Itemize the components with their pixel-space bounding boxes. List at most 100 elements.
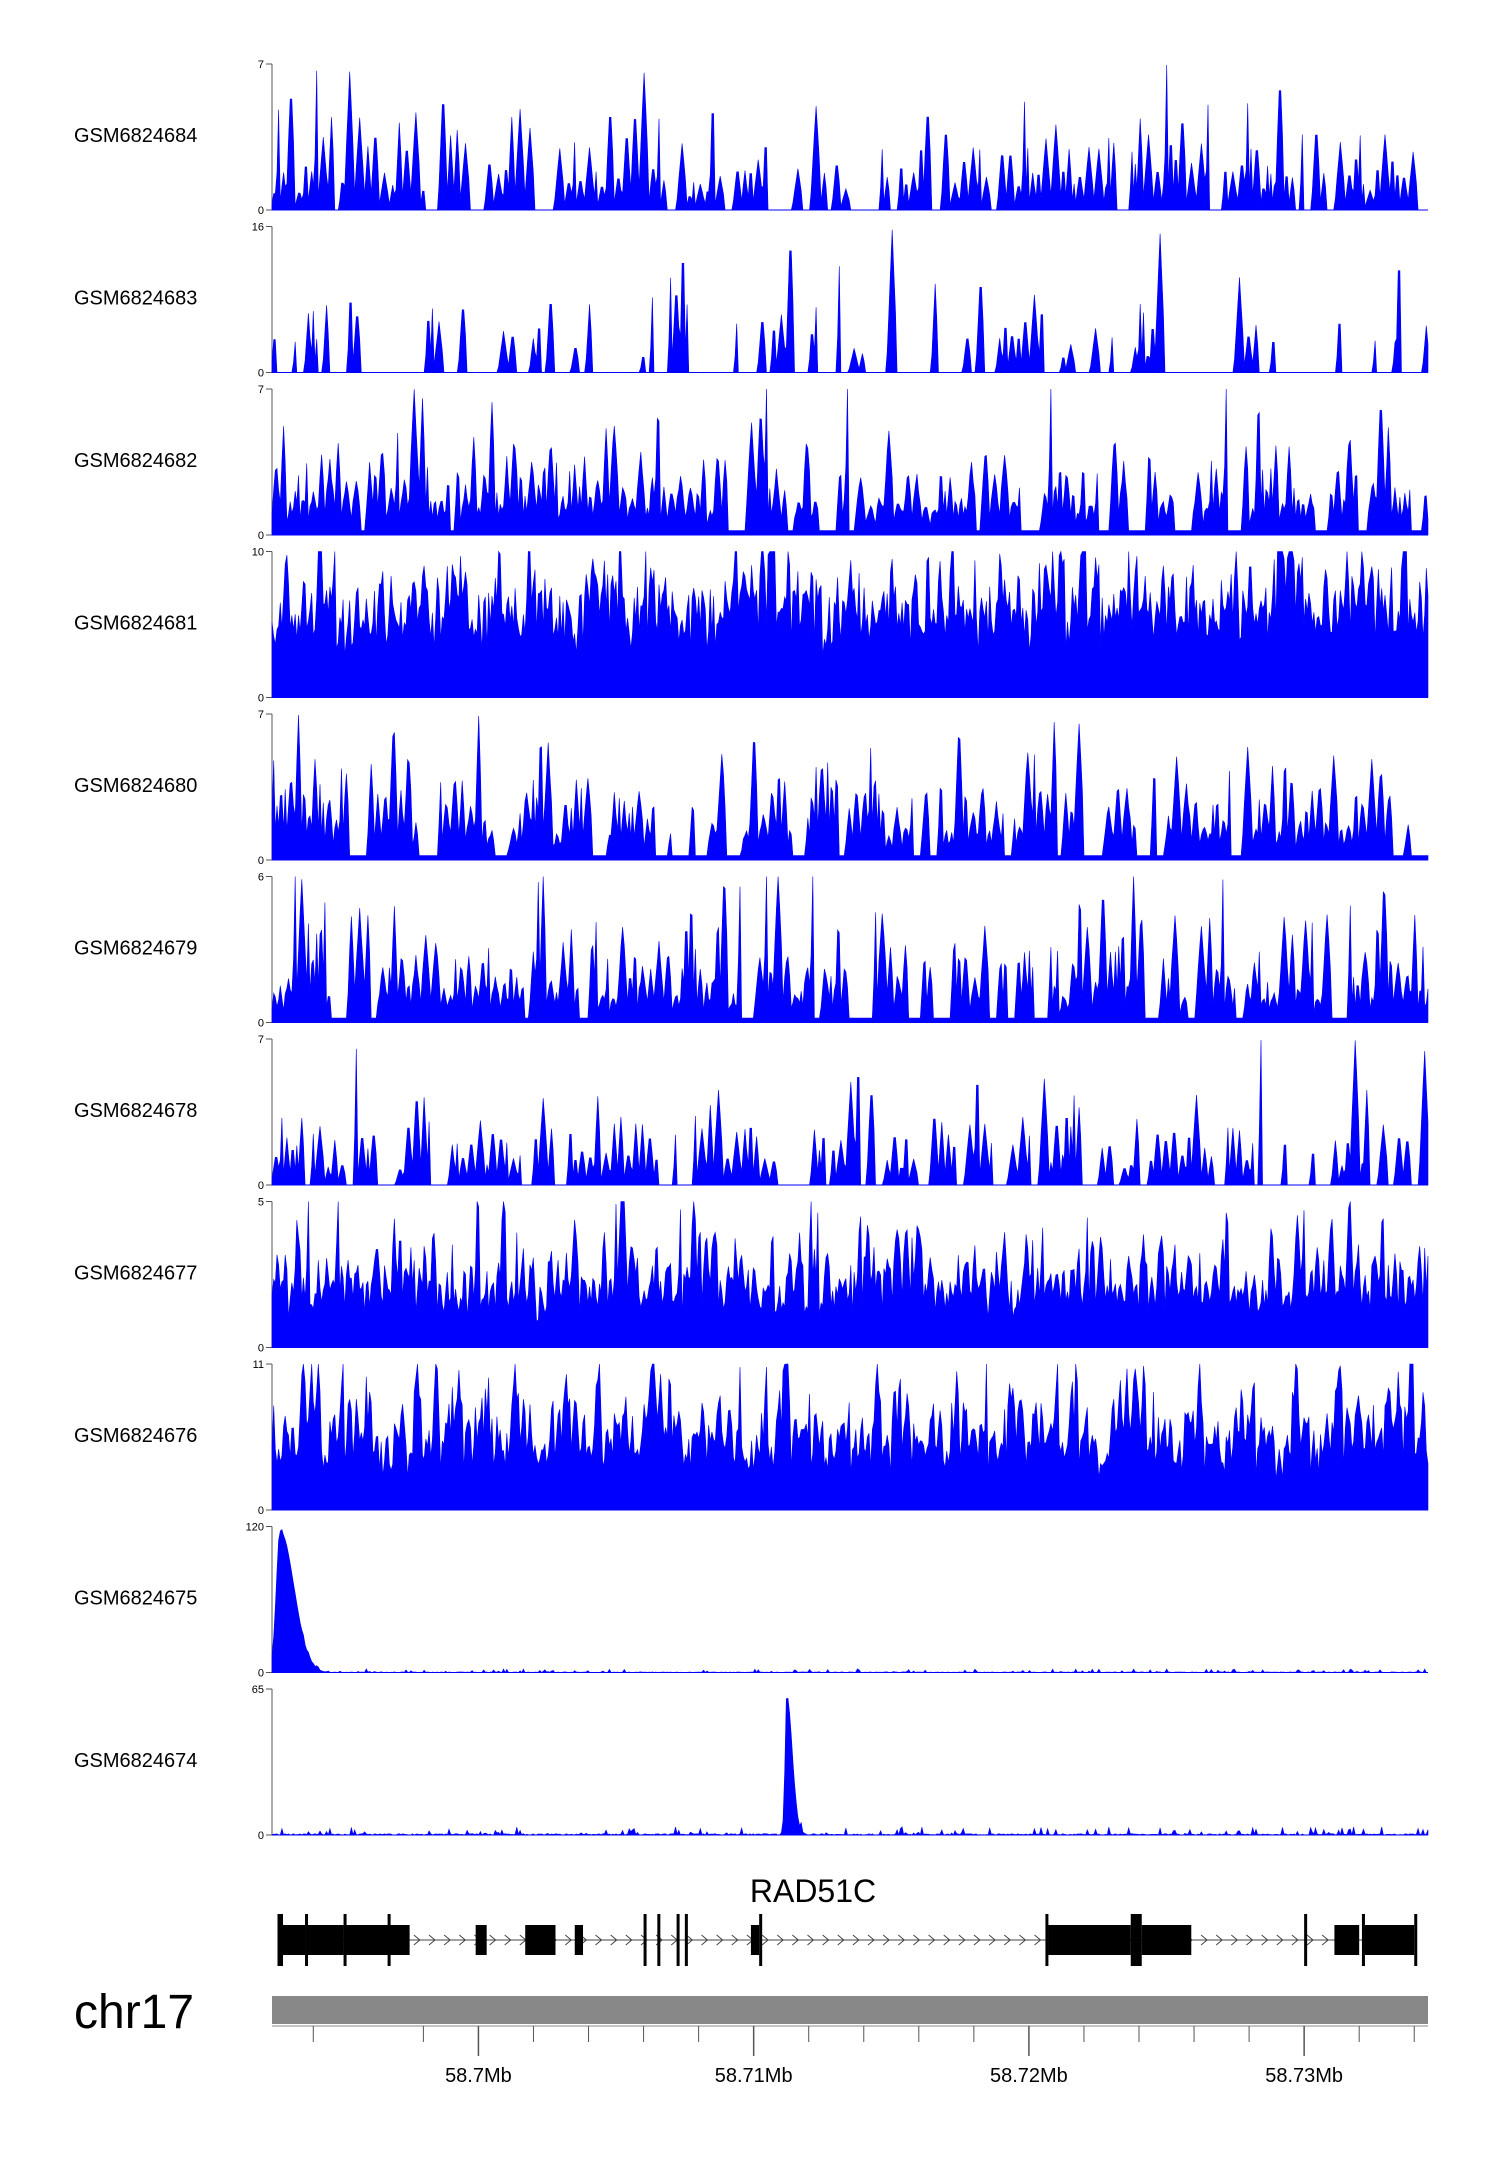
coverage-area bbox=[271, 1201, 1429, 1348]
exon-boundary bbox=[305, 1914, 309, 1966]
strand-arrow bbox=[1291, 1934, 1299, 1946]
coverage-tracks: GSM682468470GSM6824683160GSM682468270GSM… bbox=[74, 59, 1429, 1842]
coverage-area bbox=[271, 229, 1429, 373]
track-ymin-label: 0 bbox=[258, 693, 264, 705]
strand-arrow bbox=[928, 1934, 936, 1946]
exon-coding bbox=[475, 1925, 487, 1955]
track-label: GSM6824677 bbox=[74, 1263, 197, 1285]
strand-arrow bbox=[701, 1934, 709, 1946]
exon-coding bbox=[525, 1925, 556, 1955]
genomic-axis: 58.7Mb 58.71Mb 58.72Mb 58.73Mb bbox=[272, 2025, 1428, 2087]
strand-arrow bbox=[731, 1934, 739, 1946]
strand-arrow bbox=[504, 1934, 512, 1946]
coverage-area bbox=[271, 876, 1429, 1023]
coverage-area bbox=[271, 1697, 1429, 1837]
gene-model-rad51c: RAD51C bbox=[277, 1873, 1418, 1966]
exon-boundary bbox=[387, 1914, 391, 1966]
strand-arrow bbox=[489, 1934, 497, 1946]
strand-arrow bbox=[852, 1934, 860, 1946]
strand-arrow bbox=[973, 1934, 981, 1946]
track-ymin-label: 0 bbox=[258, 1505, 264, 1517]
track-GSM6824678: GSM6824678 7 0 bbox=[74, 1034, 1429, 1192]
strand-arrow bbox=[458, 1934, 467, 1946]
track-GSM6824677: GSM6824677 5 0 bbox=[74, 1197, 1429, 1355]
track-label: GSM6824674 bbox=[74, 1750, 197, 1772]
coverage-area bbox=[271, 550, 1429, 698]
strand-arrow bbox=[958, 1934, 966, 1946]
strand-arrow bbox=[428, 1934, 436, 1946]
strand-arrow bbox=[913, 1934, 921, 1946]
track-ymin-label: 0 bbox=[258, 1018, 264, 1030]
strand-arrow bbox=[837, 1934, 845, 1946]
track-ymax-label: 11 bbox=[253, 1359, 264, 1371]
track-ymin-label: 0 bbox=[258, 368, 264, 380]
strand-arrow bbox=[1306, 1934, 1314, 1946]
coverage-area bbox=[271, 64, 1428, 211]
track-GSM6824684: GSM6824684 7 0 bbox=[74, 59, 1428, 217]
exon-coding bbox=[1048, 1925, 1131, 1955]
track-ymax-label: 120 bbox=[246, 1522, 264, 1534]
coverage-area bbox=[271, 1040, 1429, 1186]
track-ymin-label: 0 bbox=[258, 205, 264, 217]
track-label: GSM6824682 bbox=[74, 450, 197, 472]
track-label: GSM6824679 bbox=[74, 938, 197, 960]
track-ymin-label: 0 bbox=[258, 530, 264, 542]
strand-arrow bbox=[595, 1934, 603, 1946]
track-ymax-label: 6 bbox=[258, 872, 264, 884]
strand-arrow bbox=[897, 1934, 906, 1946]
strand-arrow bbox=[1034, 1934, 1042, 1946]
strand-arrow bbox=[761, 1934, 769, 1946]
strand-arrow bbox=[716, 1934, 724, 1946]
track-GSM6824675: GSM6824675 120 0 bbox=[74, 1522, 1429, 1680]
exon-boundary bbox=[1045, 1914, 1049, 1966]
exon-coding bbox=[307, 1925, 344, 1955]
strand-arrow bbox=[822, 1934, 830, 1946]
track-ymax-label: 7 bbox=[258, 709, 264, 721]
axis-tick-label: 58.73Mb bbox=[1265, 2065, 1343, 2087]
exon-coding bbox=[346, 1925, 410, 1955]
track-GSM6824682: GSM6824682 7 0 bbox=[74, 384, 1429, 542]
strand-arrow bbox=[776, 1934, 784, 1946]
exon-boundary bbox=[657, 1914, 661, 1966]
track-label: GSM6824678 bbox=[74, 1100, 197, 1122]
exon-boundary bbox=[1130, 1914, 1142, 1966]
strand-arrow bbox=[807, 1934, 815, 1946]
coverage-area bbox=[271, 1528, 1429, 1674]
exon-coding bbox=[1334, 1925, 1360, 1955]
strand-arrow bbox=[867, 1934, 875, 1946]
track-ymax-label: 7 bbox=[258, 59, 264, 71]
track-GSM6824679: GSM6824679 6 0 bbox=[74, 872, 1429, 1030]
strand-arrow bbox=[1261, 1934, 1269, 1946]
exon-boundary bbox=[1414, 1914, 1418, 1966]
exon-coding bbox=[750, 1925, 760, 1955]
track-GSM6824674: GSM6824674 65 0 bbox=[74, 1684, 1429, 1842]
track-label: GSM6824675 bbox=[74, 1588, 197, 1610]
exon-coding bbox=[283, 1925, 306, 1955]
track-ymax-label: 65 bbox=[252, 1684, 264, 1696]
strand-arrow bbox=[1321, 1934, 1329, 1946]
strand-arrow bbox=[943, 1934, 951, 1946]
track-GSM6824680: GSM6824680 7 0 bbox=[74, 709, 1429, 867]
strand-arrow bbox=[564, 1934, 573, 1946]
track-GSM6824676: GSM6824676 11 0 bbox=[74, 1359, 1429, 1517]
track-label: GSM6824680 bbox=[74, 775, 197, 797]
track-ymin-label: 0 bbox=[258, 1180, 264, 1192]
chromosome-label: chr17 bbox=[74, 1986, 194, 2039]
strand-arrow bbox=[686, 1934, 694, 1946]
track-ymax-label: 7 bbox=[258, 1034, 264, 1046]
track-label: GSM6824684 bbox=[74, 125, 197, 147]
coverage-area bbox=[271, 714, 1429, 861]
strand-arrow bbox=[792, 1934, 800, 1946]
chromosome-ideogram: chr17 bbox=[74, 1986, 1428, 2039]
exon-boundary bbox=[1304, 1914, 1308, 1966]
exon-boundary bbox=[684, 1914, 688, 1966]
exon-boundary bbox=[343, 1914, 347, 1966]
track-ymax-label: 7 bbox=[258, 384, 264, 396]
track-label: GSM6824676 bbox=[74, 1425, 197, 1447]
strand-arrow bbox=[1276, 1934, 1284, 1946]
axis-tick-label: 58.72Mb bbox=[990, 2065, 1068, 2087]
track-label: GSM6824681 bbox=[74, 613, 197, 635]
strand-arrow bbox=[988, 1934, 996, 1946]
strand-arrow bbox=[1003, 1934, 1012, 1946]
